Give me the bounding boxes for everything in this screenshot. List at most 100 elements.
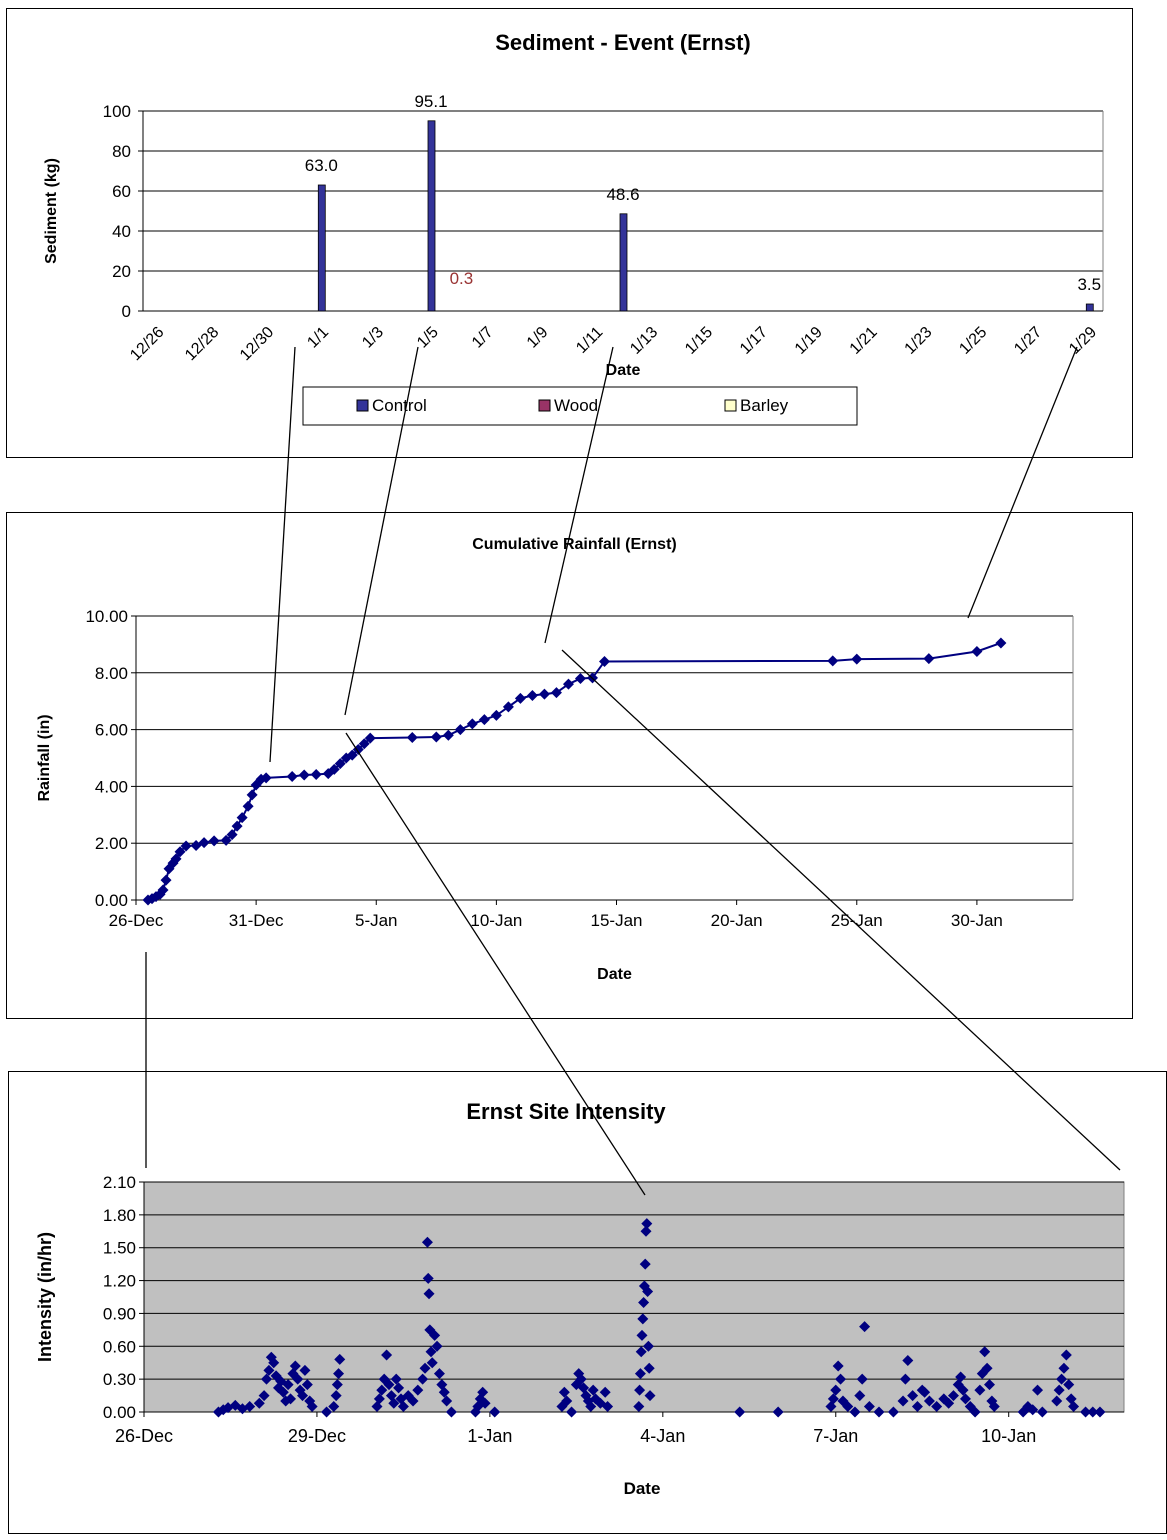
data-point bbox=[957, 1384, 969, 1396]
data-point bbox=[397, 1401, 409, 1413]
data-point bbox=[923, 653, 935, 665]
x-tick-label: 12/26 bbox=[127, 324, 167, 364]
data-point bbox=[931, 1401, 943, 1413]
y-tick-label: 0.90 bbox=[103, 1304, 136, 1323]
bar bbox=[1085, 303, 1094, 312]
data-point bbox=[538, 688, 550, 700]
data-point bbox=[297, 1390, 309, 1402]
data-point bbox=[328, 763, 340, 775]
data-point bbox=[558, 1386, 570, 1398]
y-tick-label: 80 bbox=[112, 142, 131, 161]
data-point bbox=[282, 1379, 294, 1391]
sediment-chart: Sediment - Event (Ernst) 0 20 40 60 80 100 Sedi… bbox=[43, 30, 1104, 426]
y-axis-label: Rainfall (in) bbox=[36, 714, 53, 801]
y-tick-label: 0.00 bbox=[103, 1403, 136, 1422]
data-point bbox=[1036, 1406, 1048, 1418]
data-point bbox=[388, 1397, 400, 1409]
chart-title: Ernst Site Intensity bbox=[466, 1099, 666, 1124]
data-point bbox=[253, 1397, 265, 1409]
data-point bbox=[289, 1360, 301, 1372]
data-point bbox=[292, 1373, 304, 1385]
data-point bbox=[1053, 1384, 1065, 1396]
data-point bbox=[373, 1393, 385, 1405]
data-point bbox=[244, 1401, 256, 1413]
data-point bbox=[643, 1362, 655, 1374]
data-point bbox=[575, 1373, 587, 1385]
data-point bbox=[445, 1406, 457, 1418]
x-tick-label: 1/5 bbox=[414, 324, 442, 352]
data-point bbox=[489, 1406, 501, 1418]
data-point bbox=[229, 1399, 241, 1411]
y-tick-label: 0.00 bbox=[95, 891, 128, 910]
data-point bbox=[381, 1349, 393, 1361]
y-tick-label: 100 bbox=[103, 102, 131, 121]
data-point bbox=[1068, 1401, 1080, 1413]
data-point bbox=[167, 857, 179, 869]
data-point bbox=[298, 769, 310, 781]
data-point bbox=[827, 1393, 839, 1405]
data-point bbox=[328, 1401, 340, 1413]
data-point bbox=[641, 1218, 653, 1230]
data-point bbox=[947, 1390, 959, 1402]
data-point bbox=[907, 1390, 919, 1402]
x-axis-label: Date bbox=[597, 966, 632, 983]
legend-swatch bbox=[724, 399, 737, 412]
data-point bbox=[642, 1340, 654, 1352]
data-point bbox=[174, 846, 186, 858]
y-tick-label: 2.00 bbox=[95, 834, 128, 853]
sediment-chart-panel: Sediment - Event (Ernst) 0 20 40 60 80 100 Sedi… bbox=[6, 8, 1133, 458]
data-point bbox=[835, 1373, 847, 1385]
data-point bbox=[602, 1401, 614, 1413]
y-tick-label: 1.50 bbox=[103, 1239, 136, 1258]
intensity-chart: Ernst Site Intensity 0.00 0.30 0.60 0.90 1.20… bbox=[35, 1099, 1125, 1498]
data-point bbox=[634, 1368, 646, 1380]
data-point bbox=[286, 770, 298, 782]
data-point bbox=[431, 1340, 443, 1352]
x-axis-label: Date bbox=[624, 1479, 661, 1498]
data-label: 48.6 bbox=[606, 185, 639, 204]
data-point bbox=[849, 1406, 861, 1418]
y-tick-label: 60 bbox=[112, 182, 131, 201]
data-point bbox=[331, 1379, 343, 1391]
x-tick-label: 1/9 bbox=[524, 324, 552, 352]
data-point bbox=[198, 837, 210, 849]
data-point bbox=[430, 731, 442, 743]
data-point bbox=[979, 1346, 991, 1358]
data-point bbox=[550, 687, 562, 699]
data-point bbox=[955, 1371, 967, 1383]
data-point bbox=[856, 1373, 868, 1385]
data-point bbox=[454, 724, 466, 736]
data-point bbox=[897, 1395, 909, 1407]
data-point bbox=[275, 1375, 287, 1387]
data-point bbox=[299, 1364, 311, 1376]
data-point bbox=[222, 1402, 234, 1414]
x-tick-label: 10-Jan bbox=[981, 1426, 1036, 1446]
x-tick-label: 1/23 bbox=[902, 324, 936, 358]
data-point bbox=[421, 1236, 433, 1248]
chart-title: Cumulative Rainfall (Ernst) bbox=[472, 536, 676, 553]
data-point bbox=[330, 1390, 342, 1402]
data-point bbox=[1058, 1362, 1070, 1374]
data-point bbox=[422, 1272, 434, 1284]
data-point bbox=[477, 1386, 489, 1398]
data-point bbox=[442, 729, 454, 741]
x-tick-label: 1/11 bbox=[573, 324, 606, 357]
chart-title: Sediment - Event (Ernst) bbox=[495, 30, 750, 55]
x-tick-label: 15-Jan bbox=[591, 911, 643, 930]
data-point bbox=[146, 893, 158, 905]
x-tick-label: 26-Dec bbox=[109, 911, 164, 930]
data-point bbox=[407, 1395, 419, 1407]
data-point bbox=[734, 1406, 746, 1418]
data-point bbox=[863, 1401, 875, 1413]
data-point bbox=[590, 1393, 602, 1405]
data-label: 3.5 bbox=[1077, 275, 1101, 294]
data-point bbox=[306, 1401, 318, 1413]
data-point bbox=[268, 1357, 280, 1369]
data-label: 0.3 bbox=[450, 269, 474, 288]
data-point bbox=[1027, 1404, 1039, 1416]
legend-swatch bbox=[356, 399, 369, 412]
data-point bbox=[842, 1401, 854, 1413]
x-tick-label: 1/15 bbox=[682, 324, 716, 358]
data-point bbox=[827, 655, 839, 667]
data-point bbox=[417, 1373, 429, 1385]
